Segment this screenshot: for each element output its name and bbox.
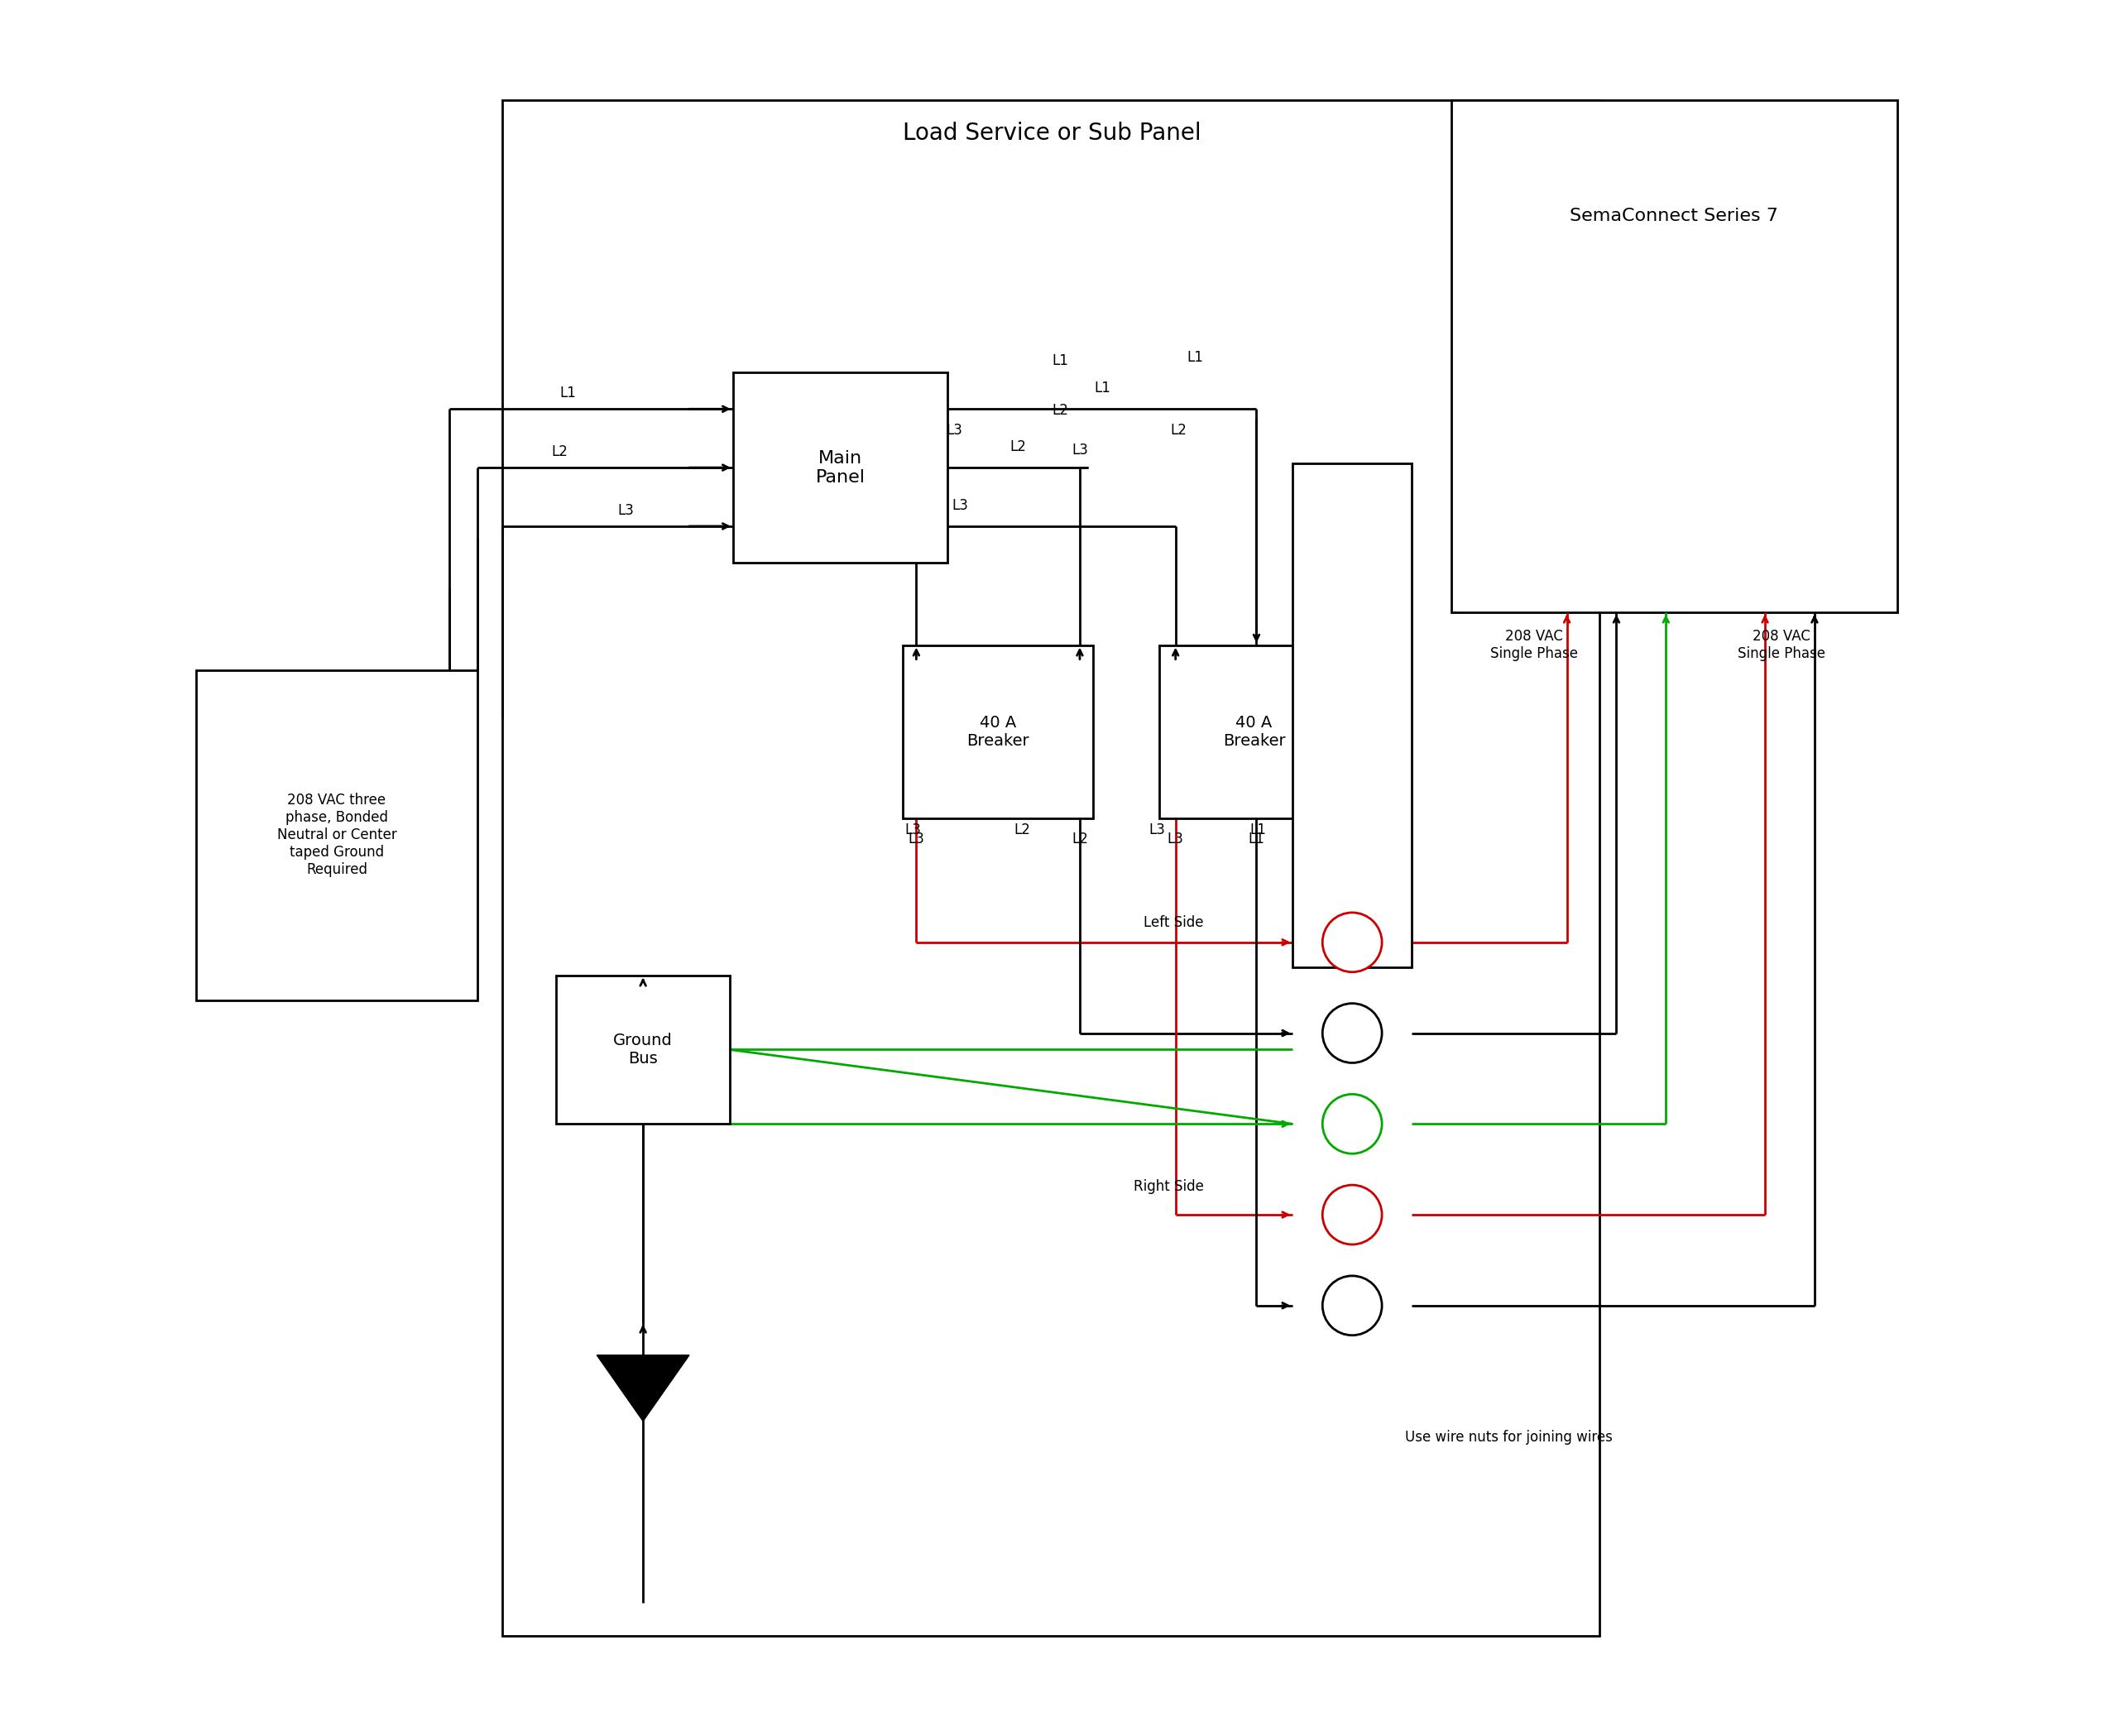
- Text: Left Side: Left Side: [1144, 915, 1203, 930]
- Text: L1: L1: [1093, 380, 1110, 396]
- Text: L2: L2: [1171, 424, 1188, 437]
- Bar: [1158, 646, 1348, 818]
- Text: L3: L3: [1150, 823, 1165, 837]
- Text: L3: L3: [905, 823, 922, 837]
- Text: L2: L2: [1009, 439, 1025, 455]
- Text: 40 A
Breaker: 40 A Breaker: [966, 715, 1030, 748]
- Text: L1: L1: [559, 385, 576, 401]
- Text: L3: L3: [1072, 443, 1089, 458]
- Text: L3: L3: [952, 498, 968, 514]
- Text: L1: L1: [1249, 823, 1266, 837]
- Text: L2: L2: [1013, 823, 1030, 837]
- Text: L2: L2: [551, 444, 568, 460]
- Text: L2: L2: [1072, 832, 1089, 847]
- Text: L3: L3: [907, 832, 924, 847]
- Bar: [502, 101, 1599, 1635]
- Text: 40 A
Breaker: 40 A Breaker: [1222, 715, 1285, 748]
- Text: L1: L1: [1051, 354, 1068, 368]
- Polygon shape: [597, 1356, 690, 1422]
- Bar: [732, 373, 947, 562]
- Text: Ground
Bus: Ground Bus: [614, 1033, 673, 1066]
- Text: L3: L3: [618, 503, 633, 517]
- Text: Load Service or Sub Panel: Load Service or Sub Panel: [903, 122, 1201, 144]
- Text: 208 VAC
Single Phase: 208 VAC Single Phase: [1490, 628, 1578, 661]
- Bar: [903, 646, 1093, 818]
- Text: 208 VAC
Single Phase: 208 VAC Single Phase: [1739, 628, 1825, 661]
- Circle shape: [1323, 1003, 1382, 1062]
- Bar: [557, 976, 730, 1123]
- Text: Use wire nuts for joining wires: Use wire nuts for joining wires: [1405, 1430, 1612, 1444]
- Text: L3: L3: [1167, 832, 1184, 847]
- Text: SemaConnect Series 7: SemaConnect Series 7: [1570, 208, 1779, 224]
- Text: 208 VAC three
phase, Bonded
Neutral or Center
taped Ground
Required: 208 VAC three phase, Bonded Neutral or C…: [276, 793, 397, 877]
- Text: L2: L2: [1051, 403, 1068, 418]
- Circle shape: [1323, 1186, 1382, 1245]
- Bar: [1293, 464, 1412, 967]
- Circle shape: [1323, 1094, 1382, 1154]
- Bar: [196, 670, 477, 1000]
- Text: Right Side: Right Side: [1133, 1179, 1203, 1194]
- Text: L3: L3: [945, 424, 962, 437]
- Text: Main
Panel: Main Panel: [817, 450, 865, 486]
- Text: L1: L1: [1188, 351, 1203, 365]
- Bar: [1452, 101, 1897, 613]
- Circle shape: [1323, 913, 1382, 972]
- Circle shape: [1323, 1276, 1382, 1335]
- Text: L1: L1: [1249, 832, 1264, 847]
